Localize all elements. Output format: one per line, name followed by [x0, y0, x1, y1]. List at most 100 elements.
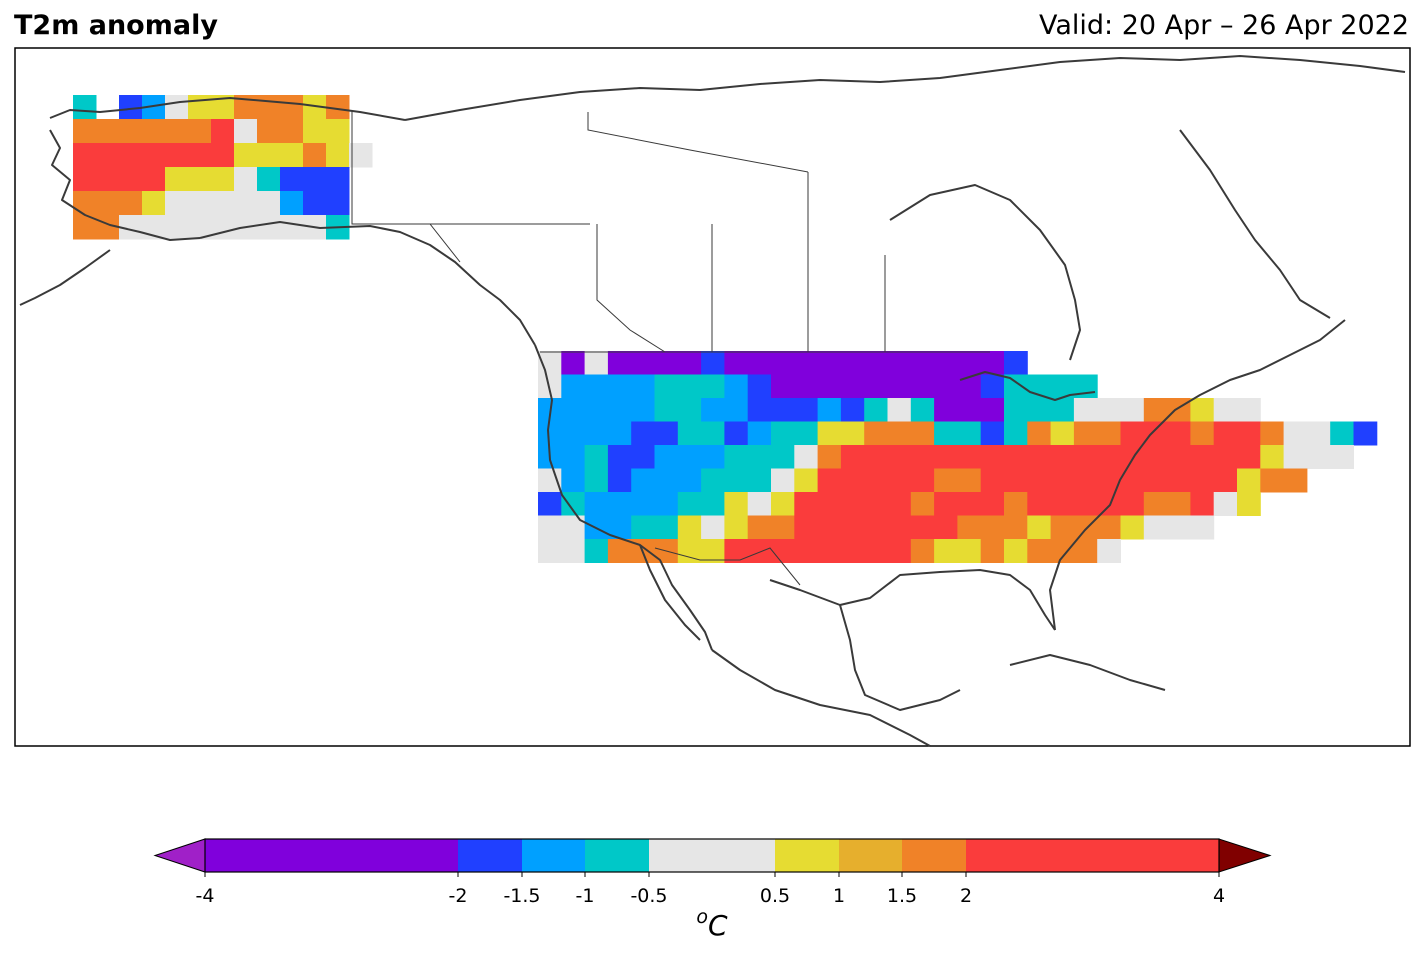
conus-cell [771, 515, 795, 540]
alaska-cell [211, 143, 235, 168]
alaska-cell [280, 167, 304, 192]
conus-cell [724, 515, 749, 540]
conus-cell [1050, 374, 1075, 399]
conus-cell [631, 351, 655, 375]
conus-cell [794, 515, 819, 540]
alaska-cell [257, 215, 281, 240]
conus-cell [934, 351, 958, 375]
conus-cell [817, 445, 842, 469]
conus-cell [794, 492, 819, 516]
alaska-cell [119, 95, 143, 120]
conus-cell [631, 398, 655, 422]
conus-cell [1120, 515, 1145, 540]
conus-cell [631, 421, 655, 446]
alaska-cell [119, 167, 143, 192]
conus-cell [1283, 468, 1308, 493]
conus-cell [887, 398, 912, 422]
conus-cell [1073, 445, 1098, 469]
alaska-cell [211, 191, 235, 216]
alaska-cell [96, 143, 120, 168]
alaska-cell [73, 215, 97, 240]
unit-superscript: o [696, 906, 708, 928]
conus-cell [701, 421, 725, 446]
conus-cell [538, 515, 562, 540]
conus-cell [607, 421, 632, 446]
alaska-cell [73, 167, 97, 192]
alaska-coast [49, 97, 406, 121]
conus-cell [887, 421, 912, 446]
alaska-cell [234, 119, 258, 144]
conus-cell [1050, 421, 1075, 446]
conus-cell [677, 492, 702, 516]
conus-cell [654, 421, 679, 446]
colorbar-bin [585, 839, 649, 872]
colorbar-tick-label: 4 [1213, 885, 1225, 907]
alaska-cell [211, 95, 235, 120]
conus-cell [910, 398, 935, 422]
alaska-cell [142, 95, 166, 120]
conus-cell [654, 468, 679, 493]
conus-cell [1027, 398, 1052, 422]
conus-cell [1120, 468, 1145, 493]
conus-cell [701, 539, 725, 563]
west-coast [534, 344, 713, 651]
alaska-cell [96, 119, 120, 144]
conus-cell [654, 492, 679, 516]
colorbar-bin [205, 839, 458, 872]
conus-cell [631, 374, 655, 399]
alaska-cell [257, 167, 281, 192]
conus-cell [1073, 515, 1098, 540]
conus-cell [1050, 492, 1075, 516]
alaska-cell [280, 215, 304, 240]
conus-cell [887, 445, 912, 469]
conus-cell [1190, 492, 1215, 516]
conus-cell [1143, 468, 1168, 493]
conus-cell [747, 398, 772, 422]
colorbar-tick-label: -1 [576, 885, 595, 907]
alaska-cell [326, 167, 350, 192]
colorbar-bin [458, 839, 522, 872]
conus-cell [1004, 468, 1028, 493]
conus-cell [724, 539, 749, 563]
conus-cell [1097, 539, 1121, 563]
alaska-cell [188, 119, 212, 144]
conus-cell [561, 351, 586, 375]
conus-cell [817, 421, 842, 446]
conus-cell [910, 468, 935, 493]
conus-cell [980, 539, 1005, 563]
colorbar-tick-label: 1 [833, 885, 845, 907]
colorbar-tick-label: 2 [960, 885, 972, 907]
conus-cell [840, 492, 865, 516]
colorbar-ticks: -4 -2 -1.5 -1 -0.5 0.5 1 1.5 2 4 [196, 872, 1225, 907]
unit-base: C [708, 909, 728, 942]
alaska-canada-border [351, 110, 461, 263]
conus-cell [561, 421, 586, 446]
map-title: T2m anomaly [14, 10, 218, 41]
conus-cell [840, 468, 865, 493]
conus-cell [864, 351, 888, 375]
conus-cell [631, 468, 655, 493]
conus-cell [724, 468, 749, 493]
conus-cell [840, 398, 865, 422]
colorbar-unit: oC [696, 906, 728, 942]
conus-cell [1237, 492, 1261, 516]
conus-cell [910, 445, 935, 469]
conus-cell [561, 539, 586, 563]
conus-cell [561, 492, 586, 516]
alaska-cell [257, 143, 281, 168]
conus-cell [607, 398, 632, 422]
alaska-cell [188, 215, 212, 240]
conus-cell [771, 492, 795, 516]
conus-cell [887, 468, 912, 493]
alaska-cell [349, 143, 373, 168]
conus-cell [840, 515, 865, 540]
conus-cell [817, 492, 842, 516]
conus-cell [1167, 515, 1191, 540]
conus-cell [980, 515, 1005, 540]
conus-cell [584, 539, 609, 563]
conus-cell [934, 374, 958, 399]
conus-cell [701, 445, 725, 469]
conus-cell [701, 398, 725, 422]
conus-cell [1306, 421, 1331, 446]
conus-cell [1213, 445, 1238, 469]
